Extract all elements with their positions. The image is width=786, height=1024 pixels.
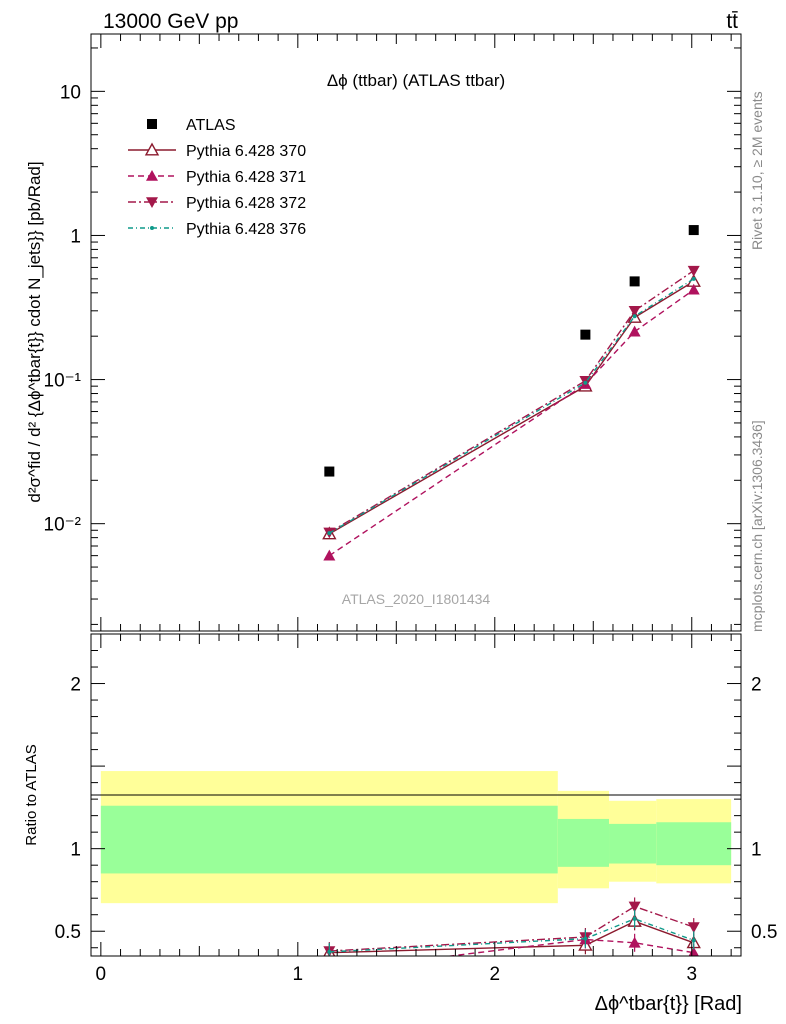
legend-marker: [146, 197, 158, 208]
main-data-point: [628, 325, 641, 337]
ratio-data-point: [583, 936, 588, 941]
ratio-data-point: [628, 901, 641, 913]
x-tick-label: 2: [489, 964, 500, 985]
ratio-ticks: 0.5 0.5 1 1 2 2 0 1 2 3: [55, 634, 777, 985]
legend-label: Pythia 6.428 371: [186, 169, 306, 186]
main-ticks: 10⁻² 10⁻¹ 1 10: [44, 34, 741, 631]
legend-label: Pythia 6.428 376: [186, 221, 306, 238]
main-data-point: [323, 549, 336, 561]
legend-label: Pythia 6.428 372: [186, 195, 306, 212]
main-y-tick-label: 10: [60, 82, 81, 103]
main-data-point: [327, 531, 332, 536]
main-panel: Δϕ (ttbar) (ATLAS ttbar) ATLAS_2020_I180…: [25, 33, 742, 632]
source-label: mcplots.cern.ch [arXiv:1306.3436]: [749, 420, 765, 632]
ratio-y-tick-label: 2: [70, 675, 81, 696]
ratio-y-tick-label-right: 2: [751, 675, 762, 696]
header-process-label: tt̄: [726, 10, 738, 33]
ratio-data-point: [632, 916, 637, 921]
legend-marker: [147, 119, 157, 129]
ratio-series: [323, 897, 701, 956]
main-data-point: [687, 265, 700, 277]
ratio-inner-band: [100, 805, 558, 874]
ratio-data-point: [688, 946, 699, 956]
main-y-tick-label: 1: [70, 226, 81, 247]
main-data-point: [629, 276, 640, 287]
ratio-inner-band: [609, 823, 657, 864]
legend-marker: [150, 226, 154, 230]
main-data-point: [583, 380, 588, 385]
ratio-bands: [100, 771, 732, 904]
main-y-tick-label: 10⁻²: [44, 515, 82, 536]
main-series-line: [328, 280, 695, 535]
main-series: [322, 225, 701, 561]
ratio-y-tick-label-right: 0.5: [751, 922, 777, 943]
ratio-series-line: [444, 938, 694, 956]
analysis-watermark: ATLAS_2020_I1801434: [342, 591, 491, 607]
main-data-point: [324, 466, 335, 477]
x-tick-label: 1: [293, 964, 304, 985]
ratio-series-line: [329, 905, 694, 952]
ratio-data-point: [691, 938, 696, 943]
ratio-series-line: [329, 920, 694, 954]
main-data-point: [687, 283, 700, 295]
main-data-point: [632, 314, 637, 319]
main-data-point: [580, 329, 591, 340]
main-data-point: [688, 225, 699, 236]
ratio-data-point: [628, 936, 641, 948]
ratio-y-tick-label: 1: [70, 840, 81, 861]
ratio-inner-band: [557, 818, 610, 867]
main-plot-title: Δϕ (ttbar) (ATLAS ttbar): [327, 71, 505, 90]
ratio-inner-band: [656, 822, 732, 866]
legend-label: Pythia 6.428 370: [186, 143, 306, 160]
main-series-line: [328, 278, 695, 534]
main-data-point: [691, 276, 696, 281]
x-tick-label: 3: [686, 964, 697, 985]
ratio-y-axis-label: Ratio to ATLAS: [23, 744, 40, 845]
ratio-y-tick-label: 0.5: [55, 922, 81, 943]
main-data-point: [628, 306, 641, 317]
x-tick-label: 0: [96, 964, 107, 985]
main-series-line: [328, 270, 695, 533]
ratio-data-point: [327, 949, 332, 954]
main-y-tick-label: 10⁻¹: [44, 371, 82, 392]
ratio-panel: 0.5 0.5 1 1 2 2 0 1 2 3 Ratio to ATLAS Δϕ^tbar{t}…: [23, 633, 777, 1015]
main-y-axis-label: d²σ^fid / d² {Δϕ^tbar{t}} cdot N_jets}} …: [25, 161, 44, 502]
legend-marker: [146, 170, 158, 181]
main-series-line: [328, 289, 695, 557]
rivet-version-label: Rivet 3.1.10, ≥ 2M events: [749, 91, 765, 250]
legend: ATLAS Pythia 6.428 370 Pythia 6.428 371 Pyt…: [128, 117, 306, 238]
ratio-data-point: [687, 922, 700, 934]
legend-label: ATLAS: [186, 117, 236, 134]
header-energy-label: 13000 GeV pp: [103, 10, 238, 33]
ratio-series-line: [329, 918, 694, 953]
x-axis-label: Δϕ^tbar{t}} [Rad]: [595, 993, 742, 1015]
ratio-y-tick-label-right: 1: [751, 840, 762, 861]
legend-marker: [144, 142, 160, 156]
